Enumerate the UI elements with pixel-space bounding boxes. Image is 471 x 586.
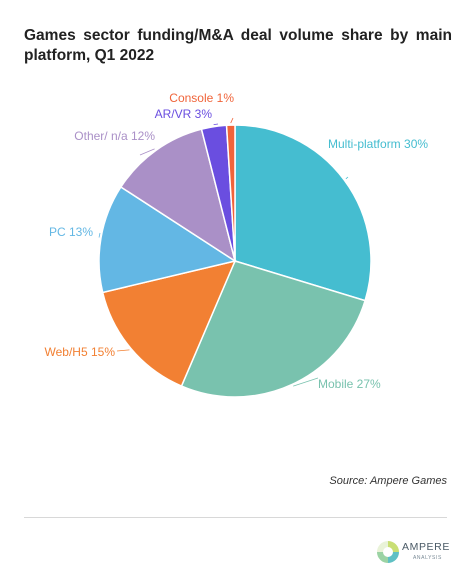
slice-leader-line [230, 117, 234, 124]
slice-label: AR/VR 3% [155, 107, 213, 121]
slice-label: Multi-platform 30% [328, 137, 428, 151]
pie-slice [180, 260, 367, 398]
slice-label: Console 1% [169, 91, 234, 105]
source-note: Source: Ampere Games [329, 475, 447, 487]
slice-label: Mobile 27% [318, 377, 381, 391]
slice-leader-line [293, 377, 319, 387]
footer-divider [24, 517, 447, 518]
slice-label: PC 13% [49, 225, 93, 239]
logo-name: AMPERE [402, 541, 450, 553]
pie-slice [234, 124, 372, 302]
slice-leader-line [345, 176, 349, 180]
slice-leader-line [116, 349, 130, 352]
slice-label: Other/ n/a 12% [74, 129, 155, 143]
slice-leader-line [139, 148, 155, 156]
slice-leader-line [213, 123, 219, 126]
chart-title: Games sector funding/M&A deal volume sha… [24, 27, 452, 64]
slice-label: Web/H5 15% [45, 345, 116, 359]
ampere-logo-icon [377, 541, 399, 563]
slice-leader-line [98, 232, 101, 238]
pie-slice [119, 128, 237, 263]
logo-subtitle: ANALYSIS [413, 555, 442, 561]
pie-slice [225, 124, 236, 262]
pie-slice [98, 185, 237, 294]
pie-slice [101, 259, 237, 388]
